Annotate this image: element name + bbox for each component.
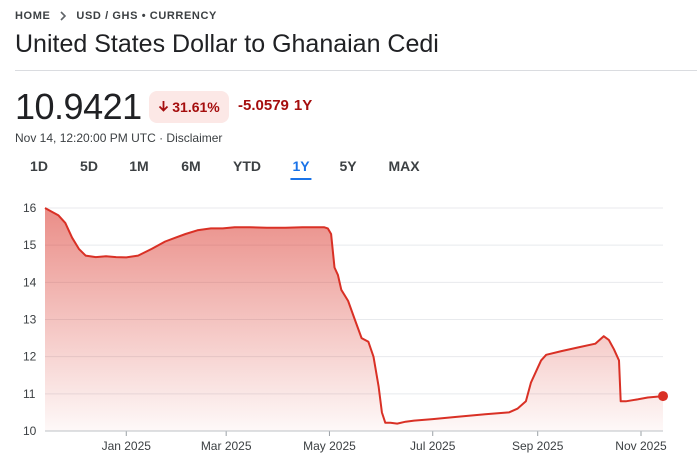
tab-1d[interactable]: 1D (30, 158, 48, 174)
current-price: 10.9421 (15, 86, 142, 127)
y-tick-label: 16 (23, 201, 37, 215)
y-tick-label: 13 (23, 313, 37, 327)
change-percent: 31.61% (172, 99, 220, 115)
y-tick-label: 10 (23, 424, 37, 438)
page-title: United States Dollar to Ghanaian Cedi (15, 30, 439, 58)
tab-6m[interactable]: 6M (181, 158, 201, 174)
x-tick-label: May 2025 (303, 439, 356, 453)
timestamp-line: Nov 14, 12:20:00 PM UTC · Disclaimer (15, 131, 222, 145)
breadcrumb-current: USD / GHS • CURRENCY (76, 10, 217, 22)
change-period: 1Y (293, 97, 313, 114)
disclaimer-link[interactable]: Disclaimer (166, 131, 223, 145)
y-tick-label: 12 (23, 350, 37, 364)
timestamp: Nov 14, 12:20:00 PM UTC (15, 131, 156, 145)
x-tick-label: Jan 2025 (102, 439, 152, 453)
tab-ytd[interactable]: YTD (233, 158, 261, 174)
current-price-marker (658, 391, 668, 402)
tab-1y[interactable]: 1Y (290, 158, 312, 180)
divider (15, 70, 697, 71)
x-tick-label: Sep 2025 (512, 439, 564, 453)
change-percent-badge: 31.61% (149, 91, 229, 123)
breadcrumb: HOME USD / GHS • CURRENCY (15, 10, 217, 22)
chevron-right-icon (59, 11, 67, 21)
tab-max[interactable]: MAX (388, 158, 420, 174)
y-tick-label: 14 (23, 275, 37, 289)
timestamp-separator: · (155, 131, 167, 145)
price-line (44, 207, 664, 425)
change-value: -5.0579 1Y (238, 97, 312, 114)
x-tick-label: Nov 2025 (615, 439, 667, 453)
breadcrumb-home-link[interactable]: HOME (15, 10, 51, 22)
tab-5d[interactable]: 5D (80, 158, 98, 174)
x-tick-label: Jul 2025 (410, 439, 456, 453)
change-abs: -5.0579 (238, 97, 289, 114)
y-tick-label: 11 (23, 387, 36, 401)
x-tick-label: Mar 2025 (201, 439, 252, 453)
tab-1m[interactable]: 1M (129, 158, 149, 174)
range-tabs: 1D 5D 1M 6M YTD 1Y 5Y MAX (15, 158, 465, 180)
arrow-down-icon (158, 99, 169, 115)
tab-5y[interactable]: 5Y (339, 158, 357, 174)
price-chart[interactable]: 10 11 12 13 14 15 16 Jan 2025 Mar 2025 May 2025 Ju… (0, 195, 697, 473)
y-tick-label: 15 (23, 238, 37, 252)
